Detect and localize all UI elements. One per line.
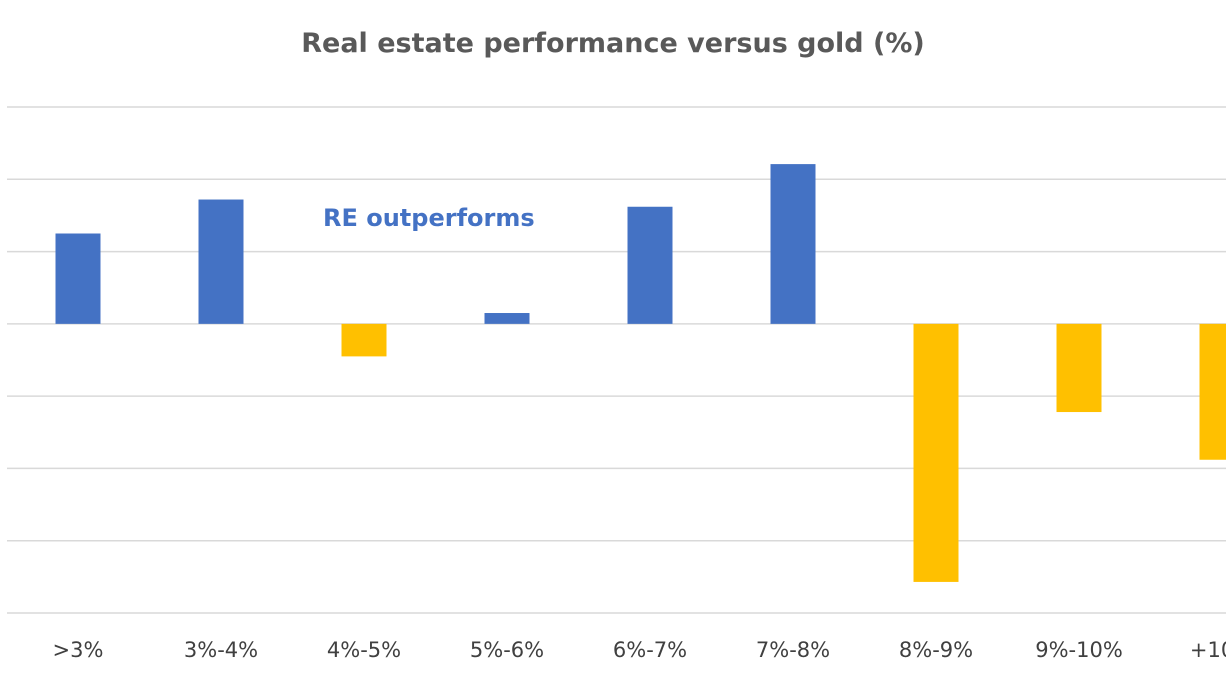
x-tick-label: 5%-6% bbox=[470, 638, 544, 662]
chart-title: Real estate performance versus gold (%) bbox=[301, 28, 925, 59]
annotations: RE outperforms bbox=[323, 204, 535, 232]
bar-3 bbox=[341, 323, 387, 357]
bar-9 bbox=[1199, 323, 1226, 460]
bar-4 bbox=[484, 313, 530, 324]
x-tick-label: 6%-7% bbox=[613, 638, 687, 662]
x-tick-label: 4%-5% bbox=[327, 638, 401, 662]
bar-6 bbox=[770, 164, 816, 324]
bar-8 bbox=[1056, 323, 1102, 413]
x-tick-label: +10% bbox=[1190, 638, 1226, 662]
bar-5 bbox=[627, 206, 673, 324]
bars bbox=[55, 164, 1226, 582]
bar-1 bbox=[55, 233, 101, 324]
x-tick-label: 3%-4% bbox=[184, 638, 258, 662]
x-tick-labels: >3% 3%-4% 4%-5% 5%-6% 6%-7% 7%-8% 8%-9% 9%-10% +… bbox=[53, 638, 1226, 662]
x-tick-label: 8%-9% bbox=[899, 638, 973, 662]
gridlines bbox=[7, 106, 1226, 614]
annotation-label: RE outperforms bbox=[323, 204, 535, 232]
x-tick-label: 7%-8% bbox=[756, 638, 830, 662]
bar-2 bbox=[198, 199, 244, 324]
x-tick-label: >3% bbox=[53, 638, 104, 662]
bar-7 bbox=[913, 323, 959, 582]
x-tick-label: 9%-10% bbox=[1035, 638, 1123, 662]
